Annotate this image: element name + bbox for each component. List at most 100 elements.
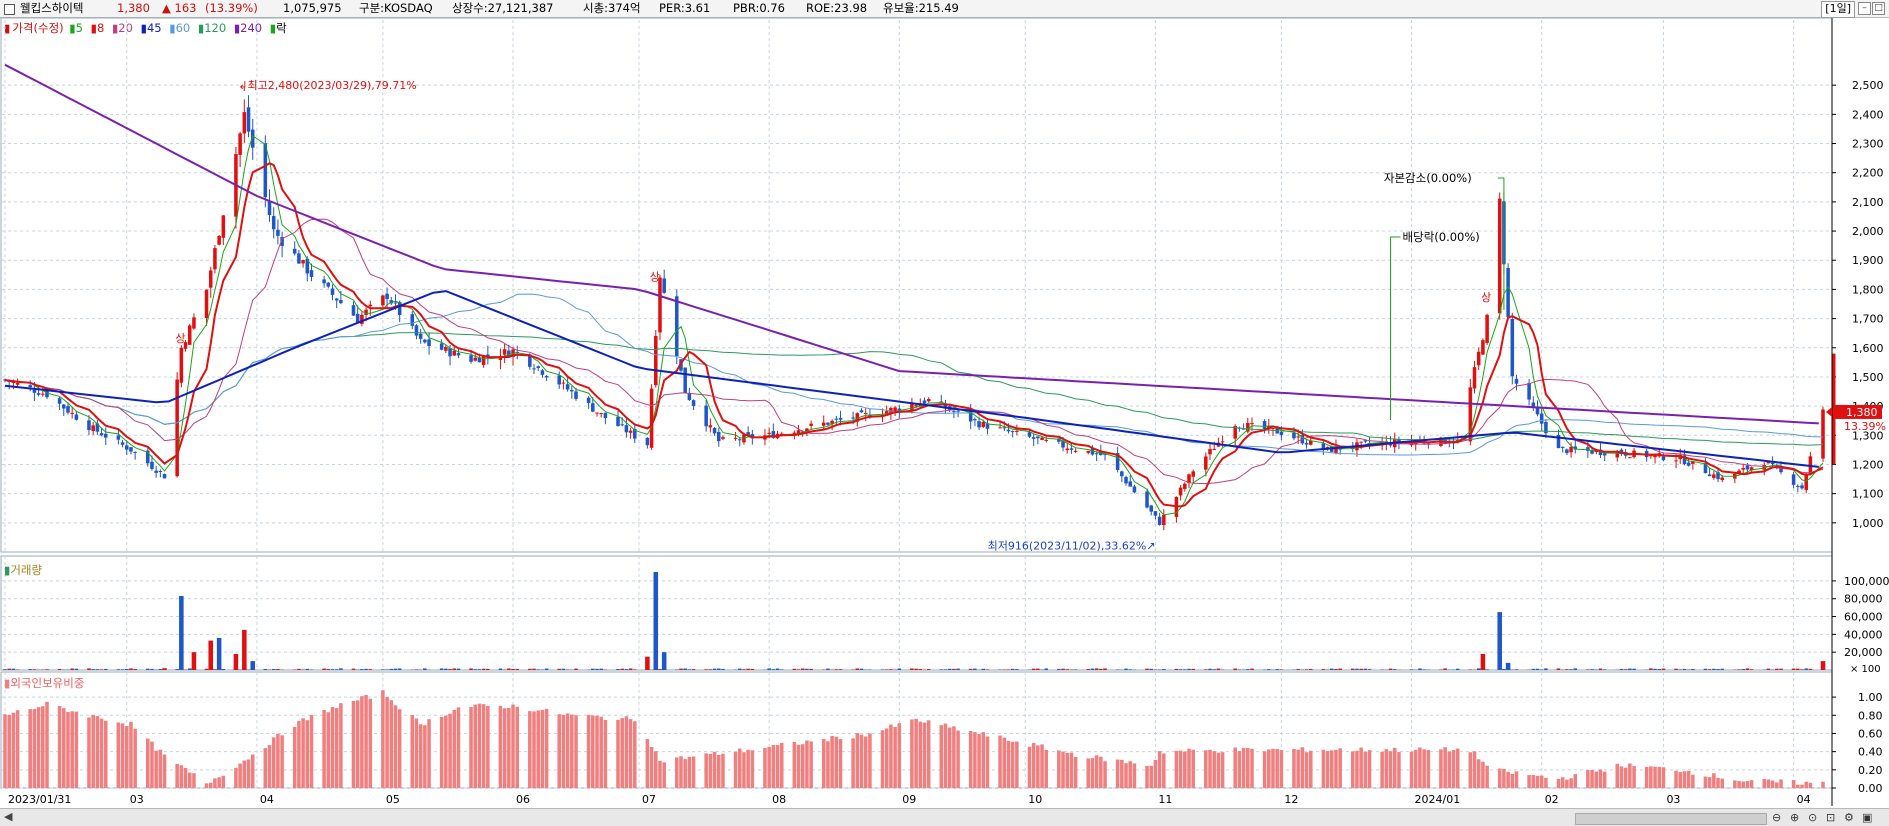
volume-bar (687, 669, 692, 670)
capture-icon[interactable]: ▣ (1862, 811, 1873, 824)
foreign-bar (1073, 756, 1078, 788)
magnifier-reset-icon[interactable]: ⊙ (1808, 811, 1818, 824)
foreign-bar (423, 725, 427, 788)
foreign-bar (1355, 750, 1359, 788)
volume-bar (1821, 668, 1825, 670)
volume-bar (859, 668, 864, 670)
candle-body (179, 347, 184, 383)
volume-value: 1,075,975 (283, 1, 342, 15)
volume-bar (767, 668, 771, 670)
candle-body (238, 133, 242, 155)
candle-body (32, 390, 37, 393)
volume-bar (1073, 669, 1078, 670)
volume-bar (381, 669, 385, 670)
candle-body (1006, 429, 1011, 432)
scroll-left-icon[interactable]: ◀ (4, 810, 13, 823)
volume-bar (620, 668, 624, 670)
volume-bar (1153, 669, 1158, 670)
ma45-legend[interactable]: ▮45 (140, 21, 162, 35)
candle-body (70, 412, 74, 414)
candle-body (536, 366, 540, 368)
candle-body (1334, 446, 1338, 454)
candle-body (208, 270, 213, 288)
fit-view-icon[interactable]: ⊡ (1826, 811, 1836, 824)
foreign-bar (1455, 748, 1460, 788)
foreign-bar (91, 714, 95, 788)
foreign-bar (779, 742, 784, 788)
volume-bar (1363, 668, 1368, 670)
x-tick-label: 08 (772, 793, 786, 806)
foreign-bar (355, 700, 360, 788)
candle-body (1791, 474, 1796, 485)
candle-body (1691, 461, 1695, 464)
candle-body (397, 302, 402, 315)
foreign-bar (1560, 777, 1565, 788)
candle-body (1447, 441, 1452, 444)
volume-bar (1590, 669, 1594, 670)
candle-body (28, 385, 32, 388)
ma5-legend[interactable]: ▮5 (69, 21, 83, 35)
foreign-bar (1476, 759, 1481, 788)
volume-bar (742, 669, 746, 670)
candle-body (1296, 436, 1300, 438)
price-legend-label[interactable]: 가격(수정) (12, 21, 64, 35)
candle-body (292, 248, 297, 254)
candle-body (557, 375, 561, 385)
foreign-bar (1653, 766, 1657, 788)
volume-bar (968, 668, 973, 670)
maximize-icon[interactable]: □ (1872, 2, 1885, 15)
magnifier-out-icon[interactable]: ⊖ (1772, 811, 1782, 824)
foreign-bar (943, 723, 948, 788)
high-annotation: ↲최고2,480(2023/03/29),79.71% (238, 79, 416, 92)
scroll-thumb[interactable] (1575, 813, 1767, 825)
volume-bar (943, 669, 948, 670)
foreign-bar (1485, 765, 1489, 788)
candle-body (301, 260, 305, 264)
candle-body (129, 447, 133, 452)
foreign-bar (1321, 749, 1326, 788)
ma8-legend[interactable]: ▮8 (90, 21, 105, 35)
ma240-legend[interactable]: ▮240 (233, 21, 263, 35)
scroll-bar[interactable]: ◀ ▶ ⊖ ⊕ ⊙ ⊡ ⚙ ▣ (0, 808, 1889, 826)
magnifier-in-icon[interactable]: ⊕ (1790, 811, 1800, 824)
candle-body (1149, 505, 1153, 512)
settings-icon[interactable]: ⚙ (1844, 811, 1854, 824)
foreign-bar (309, 714, 314, 788)
foreign-bar (1766, 779, 1771, 788)
ma20-legend[interactable]: ▮20 (111, 21, 133, 35)
candle-body (1090, 448, 1095, 455)
foreign-bar (679, 756, 683, 788)
volume-spike-bar (653, 572, 659, 670)
candle-body (998, 427, 1002, 429)
foreign-bar (70, 711, 74, 788)
candle-body (1153, 511, 1158, 516)
foreign-bar (1409, 751, 1414, 788)
ma120-legend[interactable]: ▮120 (197, 21, 227, 35)
ex-rights-legend[interactable]: ▮락 (269, 21, 287, 35)
foreign-bar (599, 716, 603, 788)
select-checkbox[interactable] (4, 4, 15, 15)
ma60-legend[interactable]: ▮60 (169, 21, 191, 35)
period-button[interactable]: [1일] (1821, 1, 1855, 18)
foreign-bar (1334, 749, 1338, 788)
foreign-bar (1031, 742, 1036, 788)
candle-body (1094, 453, 1099, 455)
volume-bar (263, 669, 268, 670)
volume-bar (1296, 669, 1300, 670)
candle-body (385, 293, 389, 300)
candle-body (742, 434, 746, 443)
foreign-bar (742, 752, 746, 788)
candle-body (1426, 443, 1431, 445)
foreign-bar (633, 721, 637, 788)
candle-body (750, 434, 755, 439)
candle-body (1544, 421, 1548, 434)
candle-body (3, 379, 7, 381)
minimize-icon[interactable]: – (1858, 2, 1871, 15)
foreign-bar (1359, 747, 1363, 788)
stock-name: 웰킵스하이텍 (20, 1, 84, 15)
volume-bar (1716, 669, 1720, 670)
foreign-bar (1250, 748, 1254, 788)
foreign-bar (389, 700, 394, 788)
foreign-bar (763, 747, 767, 788)
